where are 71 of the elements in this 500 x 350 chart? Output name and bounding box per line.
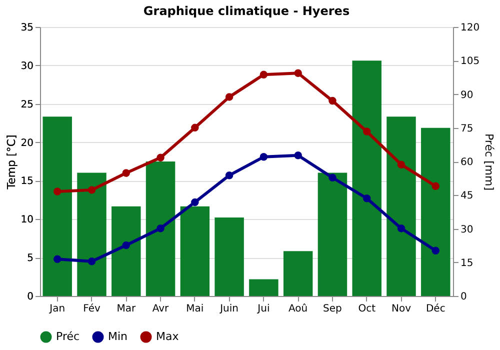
y2-tick-label: 75	[460, 123, 474, 134]
point	[432, 182, 440, 190]
y2-tick-label: 45	[460, 190, 474, 202]
point	[294, 151, 302, 160]
point	[225, 93, 234, 101]
y2-tick-label: 60	[460, 157, 474, 168]
x-tick-label: Juin	[219, 304, 239, 314]
y2-tick-label: 120	[460, 22, 480, 34]
y-tick-label: 35	[20, 22, 34, 34]
point	[294, 69, 302, 77]
point	[362, 128, 371, 136]
point	[260, 153, 268, 161]
y-axis-title: Temp [°C]	[4, 134, 18, 190]
bar	[352, 60, 382, 296]
point	[432, 246, 440, 255]
y2-tick-label: 15	[460, 258, 474, 269]
y2-tick-label: 0	[460, 292, 467, 302]
bar	[112, 206, 141, 296]
bar	[421, 128, 450, 296]
bar	[249, 279, 278, 296]
point	[53, 255, 62, 263]
x-tick-label: Mar	[116, 304, 136, 314]
y2-tick-label: 105	[460, 56, 480, 68]
x-tick-label: Oct	[358, 304, 376, 314]
legend-label: Max	[156, 330, 180, 343]
point	[328, 174, 336, 182]
x-tick-label: Déc	[426, 304, 446, 314]
y-tick-label: 5	[27, 253, 34, 264]
y2-axis-title: Préc [mm]	[482, 133, 496, 191]
y-tick-label: 30	[20, 60, 34, 72]
y-tick-label: 0	[27, 292, 34, 302]
point	[156, 154, 164, 162]
x-tick-label: Nov	[391, 304, 412, 314]
legend-label: Min	[108, 330, 128, 343]
bar	[283, 251, 313, 296]
bar	[318, 172, 348, 296]
point	[156, 224, 164, 232]
point	[88, 258, 96, 266]
y-tick-label: 10	[20, 214, 34, 226]
bar	[42, 116, 72, 296]
y-tick-label: 25	[20, 99, 34, 110]
point	[53, 188, 62, 196]
x-tick-label: Jan	[48, 304, 66, 314]
point	[328, 96, 336, 105]
x-tick-label: Avr	[152, 304, 170, 314]
point	[260, 70, 268, 79]
bar	[146, 162, 176, 296]
chart-title: Graphique climatique - Hyeres	[143, 4, 350, 18]
x-tick-label: Jui	[256, 304, 270, 314]
x-tick-label: Fév	[83, 304, 100, 314]
x-tick-label: Sep	[323, 304, 342, 314]
point	[191, 124, 199, 132]
point	[191, 198, 199, 206]
bar	[77, 172, 106, 296]
point	[225, 171, 234, 180]
bar	[214, 218, 244, 296]
point	[122, 169, 130, 177]
y-tick-label: 20	[20, 138, 34, 149]
x-tick-label: Mai	[186, 304, 204, 314]
legend-label: Préc	[56, 330, 80, 343]
bar	[386, 116, 416, 296]
y-tick-label: 15	[20, 176, 34, 188]
point	[362, 194, 371, 202]
y2-tick-label: 30	[460, 224, 474, 236]
y2-tick-label: 90	[460, 90, 474, 101]
point	[397, 160, 406, 168]
bar	[180, 206, 210, 296]
x-tick-label: Aoû	[288, 304, 308, 314]
point	[397, 224, 406, 232]
point	[88, 186, 96, 194]
point	[122, 241, 130, 250]
